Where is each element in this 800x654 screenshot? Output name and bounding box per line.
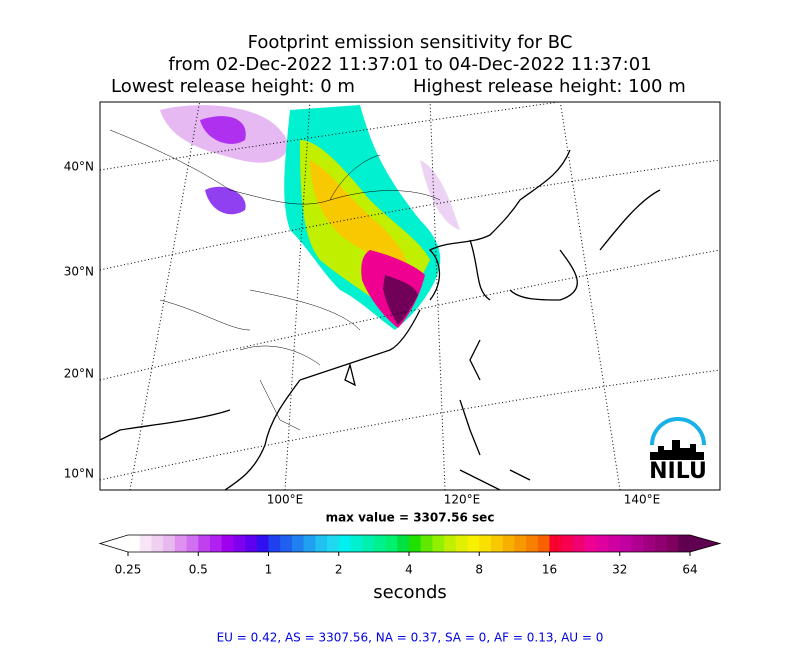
lon-label: 100°E	[267, 493, 304, 507]
colorbar-segment	[572, 535, 586, 552]
map	[100, 102, 720, 490]
colorbar-segment	[373, 535, 387, 552]
title-line: from 02-Dec-2022 11:37:01 to 04-Dec-2022…	[168, 54, 651, 75]
colorbar-segment	[350, 535, 363, 552]
colorbar-segment	[303, 535, 316, 552]
lon-label: 140°E	[624, 493, 661, 507]
colorbar-extend	[690, 535, 720, 552]
colorbar-segment	[268, 535, 281, 552]
colorbar-segment	[678, 535, 691, 552]
logo-text: NILU	[649, 459, 707, 484]
colorbar-extend	[100, 535, 128, 552]
lat-label: 20°N	[64, 367, 94, 381]
colorbar-segment	[537, 535, 550, 552]
colorbar-segment	[385, 535, 398, 552]
colorbar-segment	[666, 535, 679, 552]
region-summary: EU = 0.42, AS = 3307.56, NA = 0.37, SA =…	[217, 631, 604, 645]
colorbar-segment	[139, 535, 152, 552]
colorbar-segment	[315, 535, 328, 552]
colorbar-segment	[619, 535, 632, 552]
max-value: max value = 3307.56 sec	[326, 511, 495, 525]
colorbar-tick-label: 4	[405, 563, 413, 577]
colorbar-segment	[327, 535, 340, 552]
colorbar-segment	[514, 535, 527, 552]
colorbar-segment	[291, 535, 305, 552]
colorbar-segment	[163, 535, 176, 552]
colorbar-tick-label: 32	[612, 563, 627, 577]
colorbar-segment	[256, 535, 269, 552]
colorbar-segment	[221, 535, 234, 552]
colorbar-segment	[584, 535, 597, 552]
colorbar-segment	[561, 535, 574, 552]
colorbar-tick-label: 0.5	[189, 563, 208, 577]
colorbar-tick-label: 16	[542, 563, 557, 577]
colorbar-segment	[596, 535, 609, 552]
colorbar-segment	[420, 535, 433, 552]
colorbar-segment	[654, 535, 668, 552]
map-frame	[99, 101, 721, 491]
colorbar-segment	[608, 535, 621, 552]
colorbar-segment	[409, 535, 422, 552]
colorbar-label: seconds	[373, 582, 447, 603]
colorbar-segment	[233, 535, 246, 552]
lat-label: 30°N	[64, 265, 94, 279]
colorbar-segment	[479, 535, 492, 552]
colorbar-segment	[209, 535, 223, 552]
title-line: Footprint emission sensitivity for BC	[248, 32, 573, 53]
colorbar-tick-label: 64	[682, 563, 697, 577]
colorbar-segment	[128, 535, 141, 552]
title-line: Highest release height: 100 m	[413, 76, 686, 97]
colorbar-segment	[444, 535, 457, 552]
colorbar-segment	[397, 535, 410, 552]
colorbar-segment	[362, 535, 375, 552]
colorbar-segment	[490, 535, 504, 552]
colorbar-tick-label: 1	[265, 563, 273, 577]
colorbar-tick-label: 0.25	[115, 563, 142, 577]
colorbar-segment	[432, 535, 445, 552]
colorbar-segment	[280, 535, 293, 552]
colorbar-segment	[549, 535, 562, 552]
colorbar-segment	[186, 535, 199, 552]
logo: NILU	[649, 417, 707, 484]
colorbar-segment	[502, 535, 515, 552]
lat-label: 10°N	[64, 467, 94, 481]
lon-label: 120°E	[444, 493, 481, 507]
colorbar-tick-label: 2	[335, 563, 343, 577]
title-line: Lowest release height: 0 m	[111, 76, 355, 97]
colorbar-tick-label: 8	[475, 563, 483, 577]
colorbar-segment	[174, 535, 188, 552]
colorbar-segment	[151, 535, 164, 552]
colorbar-segment	[643, 535, 656, 552]
colorbar-segment	[467, 535, 480, 552]
plume	[160, 105, 460, 330]
colorbar-segment	[455, 535, 469, 552]
colorbar-segment	[198, 535, 211, 552]
colorbar-segment	[338, 535, 351, 552]
lat-label: 40°N	[64, 160, 94, 174]
colorbar-segment	[245, 535, 258, 552]
colorbar-segment	[526, 535, 539, 552]
colorbar-segment	[631, 535, 644, 552]
